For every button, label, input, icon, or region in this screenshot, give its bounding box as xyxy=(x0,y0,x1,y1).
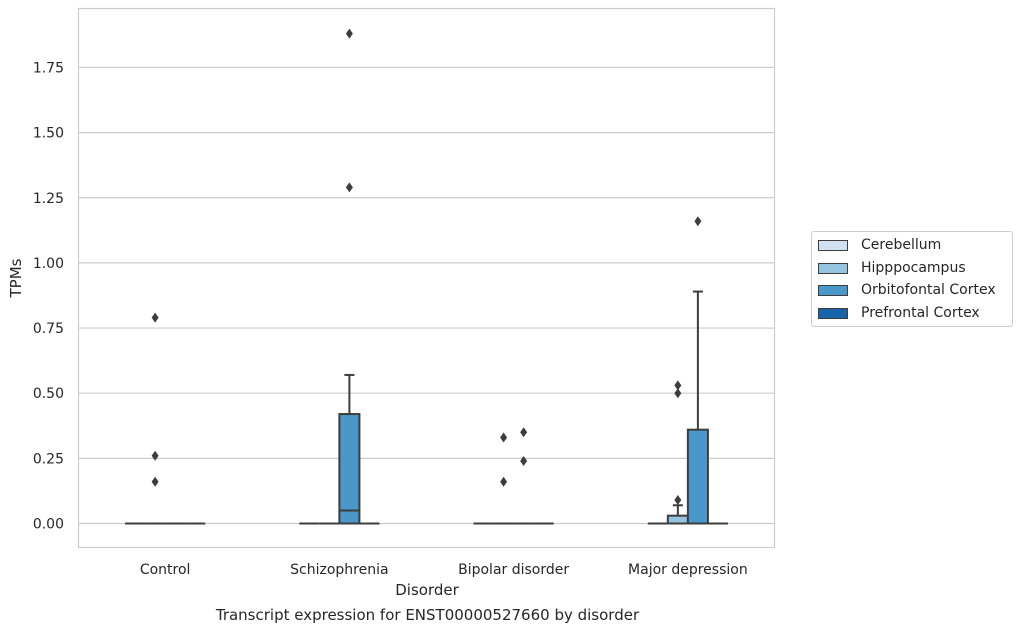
box-rect xyxy=(338,413,361,525)
grid-layer xyxy=(78,66,775,525)
box-layer xyxy=(125,28,728,525)
outlier-point xyxy=(520,455,528,466)
outlier-point xyxy=(674,495,682,506)
outlier-point xyxy=(345,182,353,193)
y-tick-label: 0.50 xyxy=(33,386,64,402)
box-orbitofontal-cortex-major-depression xyxy=(686,216,709,525)
outlier-point xyxy=(500,432,508,443)
y-tick-label: 0.25 xyxy=(33,451,64,467)
y-tick-label: 0.00 xyxy=(33,517,64,533)
legend-label-prefrontal: Prefrontal Cortex xyxy=(861,305,980,321)
box-hipppocampus-major-depression xyxy=(666,380,689,525)
box-hipppocampus-control xyxy=(145,312,166,525)
box-orbitofontal-cortex-schizophrenia xyxy=(338,28,361,525)
plot-frame xyxy=(77,7,776,549)
legend-label-hippocampus: Hipppocampus xyxy=(861,260,966,276)
box-rect xyxy=(686,428,709,525)
y-tick-label: 1.50 xyxy=(33,126,64,142)
outlier-point xyxy=(520,427,528,438)
outlier-point xyxy=(151,476,159,487)
outlier-point xyxy=(151,312,159,323)
legend-item-hippocampus: Hipppocampus xyxy=(818,258,966,278)
y-tick-label: 1.75 xyxy=(33,60,64,76)
outlier-point xyxy=(151,450,159,461)
y-tick-label: 1.25 xyxy=(33,191,64,207)
legend-item-prefrontal: Prefrontal Cortex xyxy=(818,303,980,323)
box-orbitofontal-cortex-bipolar-disorder xyxy=(513,427,534,525)
legend-label-cerebellum: Cerebellum xyxy=(861,237,942,253)
legend-item-cerebellum: Cerebellum xyxy=(818,235,941,255)
tick-layer: 0.00 0.25 0.50 0.75 1.00 1.25 1.50 1.75 Control S… xyxy=(33,60,748,578)
x-tick-label-control: Control xyxy=(140,562,191,578)
legend-item-orbitofrontal: Orbitofontal Cortex xyxy=(818,280,996,300)
legend-swatch-hippocampus xyxy=(818,262,848,274)
outlier-point xyxy=(674,388,682,399)
y-tick-label: 1.00 xyxy=(33,256,64,272)
x-tick-label-bipolar-disorder: Bipolar disorder xyxy=(458,562,569,578)
box-hipppocampus-bipolar-disorder xyxy=(493,432,514,525)
outlier-point xyxy=(345,28,353,39)
legend-label-orbitofrontal: Orbitofontal Cortex xyxy=(861,282,996,298)
outlier-point xyxy=(500,476,508,487)
box-rect xyxy=(666,514,689,525)
x-tick-label-major-depression: Major depression xyxy=(628,562,748,578)
y-tick-label: 0.75 xyxy=(33,321,64,337)
outlier-point xyxy=(694,216,702,227)
y-axis-label: TPMs xyxy=(7,258,25,298)
legend-swatch-cerebellum xyxy=(818,239,848,251)
x-tick-label-schizophrenia: Schizophrenia xyxy=(290,562,388,578)
legend: Cerebellum Hipppocampus Orbitofontal Cor… xyxy=(811,231,1013,327)
legend-swatch-prefrontal xyxy=(818,307,848,319)
outlier-point xyxy=(674,380,682,391)
chart-caption: Transcript expression for ENST0000052766… xyxy=(215,606,640,624)
legend-swatch-orbitofrontal xyxy=(818,284,848,296)
x-axis-label: Disorder xyxy=(395,581,459,599)
